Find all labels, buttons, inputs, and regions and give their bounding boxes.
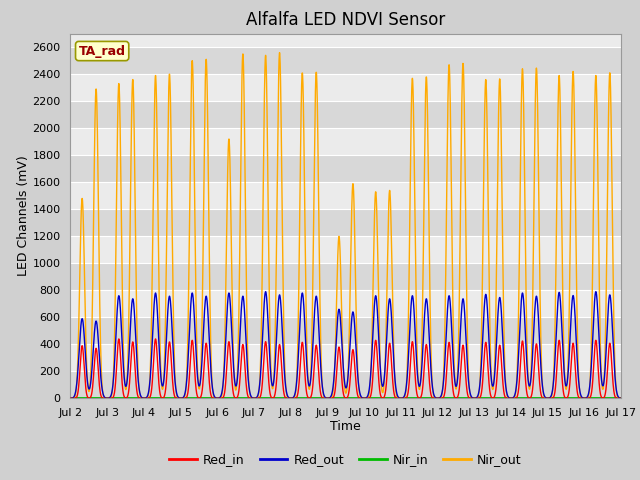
Legend: Red_in, Red_out, Nir_in, Nir_out: Red_in, Red_out, Nir_in, Nir_out	[164, 448, 527, 471]
Bar	[70, 209, 621, 236]
Text: TA_rad: TA_rad	[79, 45, 125, 58]
X-axis label: Time: Time	[330, 420, 361, 432]
Bar	[70, 101, 621, 128]
Bar	[70, 264, 621, 290]
Bar	[70, 47, 621, 74]
Bar	[70, 155, 621, 182]
Y-axis label: LED Channels (mV): LED Channels (mV)	[17, 156, 29, 276]
Bar	[70, 317, 621, 344]
Bar	[70, 372, 621, 398]
Title: Alfalfa LED NDVI Sensor: Alfalfa LED NDVI Sensor	[246, 11, 445, 29]
